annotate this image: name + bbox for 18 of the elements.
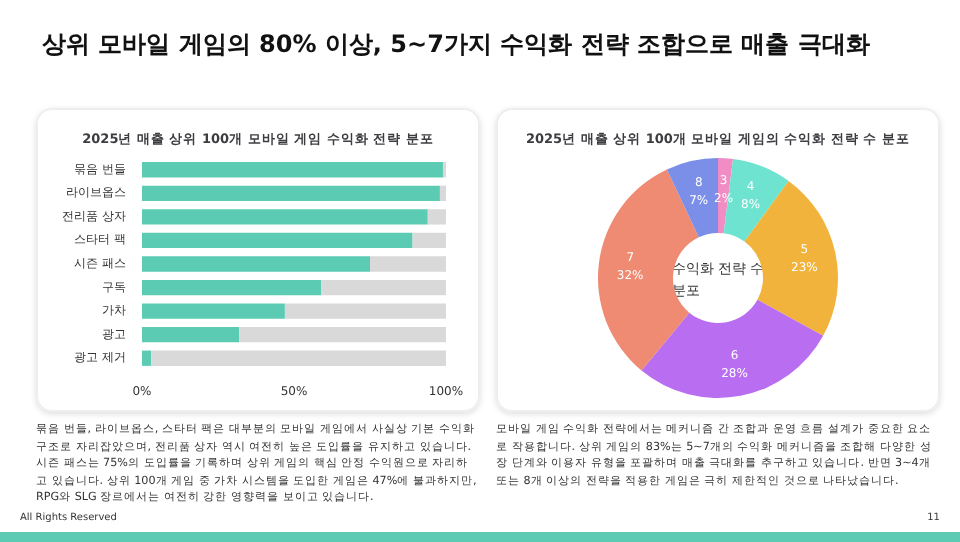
- bar: [142, 350, 152, 366]
- bar: [142, 232, 413, 249]
- bar: [142, 256, 370, 272]
- bar: [142, 162, 443, 178]
- bar: [151, 350, 446, 366]
- bar: [427, 209, 446, 225]
- bar: [284, 303, 446, 319]
- bar: [370, 256, 446, 272]
- bar: [321, 279, 446, 296]
- bar: [439, 185, 446, 201]
- chart-title: 상위 모바일 게임의 80% 이상, 5~7가지 수익화 전략 조합으로 매출 극대화: [42, 28, 870, 62]
- bar: [412, 232, 446, 249]
- bar: [239, 327, 446, 343]
- bar: [142, 279, 322, 296]
- bar: [142, 185, 440, 201]
- bar: [142, 327, 240, 343]
- bar: [142, 209, 428, 225]
- bar: [142, 303, 285, 319]
